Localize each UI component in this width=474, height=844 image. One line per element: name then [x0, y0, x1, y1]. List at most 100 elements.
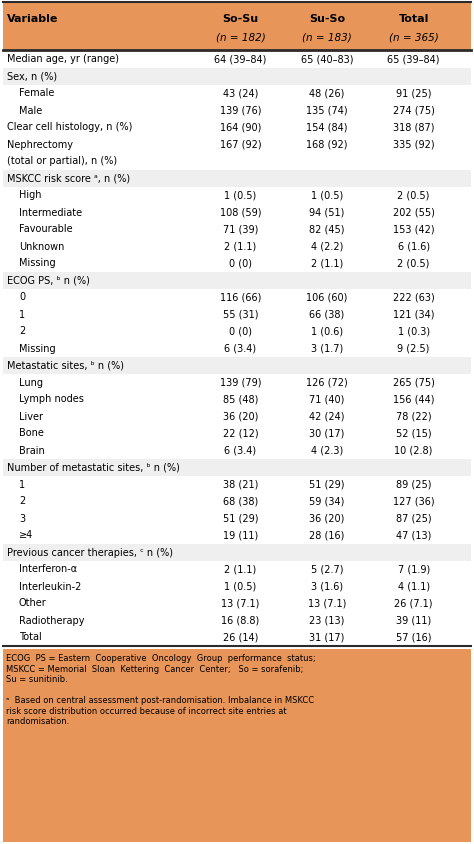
Text: 222 (63): 222 (63): [393, 293, 435, 302]
Text: 4 (1.1): 4 (1.1): [398, 582, 430, 592]
Bar: [3, 204, 471, 221]
Bar: [3, 255, 471, 272]
Text: 68 (38): 68 (38): [223, 496, 258, 506]
Text: Interleukin-2: Interleukin-2: [19, 582, 82, 592]
Bar: [3, 561, 471, 578]
Text: 51 (29): 51 (29): [223, 513, 258, 523]
Bar: [3, 527, 471, 544]
Text: 19 (11): 19 (11): [223, 531, 258, 540]
Text: 5 (2.7): 5 (2.7): [311, 565, 343, 575]
Text: 59 (34): 59 (34): [310, 496, 345, 506]
Text: 2 (0.5): 2 (0.5): [398, 258, 430, 268]
Text: 6 (1.6): 6 (1.6): [398, 241, 430, 252]
Text: MSKCC = Memorial  Sloan  Kettering  Cancer  Center;   So = sorafenib;: MSKCC = Memorial Sloan Kettering Cancer …: [6, 664, 303, 674]
Bar: [3, 136, 471, 153]
Text: Variable: Variable: [7, 14, 58, 24]
Text: Radiotherapy: Radiotherapy: [19, 615, 84, 625]
Bar: [3, 510, 471, 527]
Text: 2 (0.5): 2 (0.5): [398, 191, 430, 201]
Text: 127 (36): 127 (36): [393, 496, 435, 506]
Text: 1 (0.5): 1 (0.5): [224, 582, 256, 592]
Text: 31 (17): 31 (17): [310, 632, 345, 642]
Bar: [3, 119, 471, 136]
Text: So-Su: So-Su: [222, 14, 259, 24]
Text: 39 (11): 39 (11): [396, 615, 431, 625]
Text: 167 (92): 167 (92): [219, 139, 261, 149]
Text: Total: Total: [19, 632, 42, 642]
Bar: [3, 578, 471, 595]
Bar: [3, 187, 471, 204]
Text: 78 (22): 78 (22): [396, 412, 431, 421]
Text: 2: 2: [19, 327, 25, 337]
Text: 1 (0.6): 1 (0.6): [311, 327, 343, 337]
Text: (n = 365): (n = 365): [389, 33, 438, 43]
Text: (n = 182): (n = 182): [216, 33, 265, 43]
Text: 71 (40): 71 (40): [310, 394, 345, 404]
Bar: [3, 323, 471, 340]
Bar: [3, 493, 471, 510]
Bar: [3, 629, 471, 646]
Bar: [3, 459, 471, 476]
Text: 36 (20): 36 (20): [310, 513, 345, 523]
Bar: [3, 289, 471, 306]
Text: Metastatic sites, ᵇ n (%): Metastatic sites, ᵇ n (%): [7, 360, 124, 371]
Bar: [3, 649, 471, 842]
Text: 2 (1.1): 2 (1.1): [224, 241, 256, 252]
Bar: [3, 272, 471, 289]
Text: ᵃ  Based on central assessment post-randomisation. Imbalance in MSKCC: ᵃ Based on central assessment post-rando…: [6, 696, 314, 705]
Text: Unknown: Unknown: [19, 241, 64, 252]
Bar: [3, 425, 471, 442]
Text: 139 (79): 139 (79): [220, 377, 261, 387]
Bar: [3, 476, 471, 493]
Text: 265 (75): 265 (75): [393, 377, 435, 387]
Bar: [3, 374, 471, 391]
Text: 7 (1.9): 7 (1.9): [398, 565, 430, 575]
Text: Previous cancer therapies, ᶜ n (%): Previous cancer therapies, ᶜ n (%): [7, 548, 173, 558]
Text: 126 (72): 126 (72): [306, 377, 348, 387]
Text: 1 (0.5): 1 (0.5): [224, 191, 256, 201]
Text: 153 (42): 153 (42): [393, 225, 435, 235]
Text: 36 (20): 36 (20): [223, 412, 258, 421]
Text: 89 (25): 89 (25): [396, 479, 431, 490]
Bar: [3, 153, 471, 170]
Text: 82 (45): 82 (45): [310, 225, 345, 235]
Text: 0: 0: [19, 293, 25, 302]
Bar: [3, 68, 471, 85]
Bar: [3, 221, 471, 238]
Bar: [3, 170, 471, 187]
Text: 55 (31): 55 (31): [223, 310, 258, 320]
Text: ECOG  PS = Eastern  Cooperative  Oncology  Group  performance  status;: ECOG PS = Eastern Cooperative Oncology G…: [6, 654, 316, 663]
Text: 26 (7.1): 26 (7.1): [394, 598, 433, 609]
Text: 51 (29): 51 (29): [310, 479, 345, 490]
Text: 168 (92): 168 (92): [306, 139, 348, 149]
Bar: [3, 612, 471, 629]
Text: (total or partial), n (%): (total or partial), n (%): [7, 156, 117, 166]
Text: 2 (1.1): 2 (1.1): [224, 565, 256, 575]
Text: 48 (26): 48 (26): [310, 89, 345, 99]
Text: 3 (1.7): 3 (1.7): [311, 344, 343, 354]
Text: 42 (24): 42 (24): [310, 412, 345, 421]
Text: Liver: Liver: [19, 412, 43, 421]
Text: ≥4: ≥4: [19, 531, 33, 540]
Text: 0 (0): 0 (0): [229, 258, 252, 268]
Text: 47 (13): 47 (13): [396, 531, 431, 540]
Text: Missing: Missing: [19, 258, 55, 268]
Text: 2: 2: [19, 496, 25, 506]
Text: 108 (59): 108 (59): [220, 208, 261, 218]
Bar: [3, 238, 471, 255]
Text: 71 (39): 71 (39): [223, 225, 258, 235]
Text: 57 (16): 57 (16): [396, 632, 431, 642]
Text: 66 (38): 66 (38): [310, 310, 345, 320]
Text: 23 (13): 23 (13): [310, 615, 345, 625]
Text: 87 (25): 87 (25): [396, 513, 431, 523]
Text: 3: 3: [19, 513, 25, 523]
Bar: [3, 595, 471, 612]
Text: Lung: Lung: [19, 377, 43, 387]
Bar: [3, 357, 471, 374]
Text: 1 (0.3): 1 (0.3): [398, 327, 430, 337]
Bar: [3, 2, 471, 50]
Text: 1 (0.5): 1 (0.5): [311, 191, 343, 201]
Text: 2 (1.1): 2 (1.1): [311, 258, 343, 268]
Text: Su = sunitinib.: Su = sunitinib.: [6, 675, 68, 684]
Text: risk score distribution occurred because of incorrect site entries at: risk score distribution occurred because…: [6, 706, 287, 716]
